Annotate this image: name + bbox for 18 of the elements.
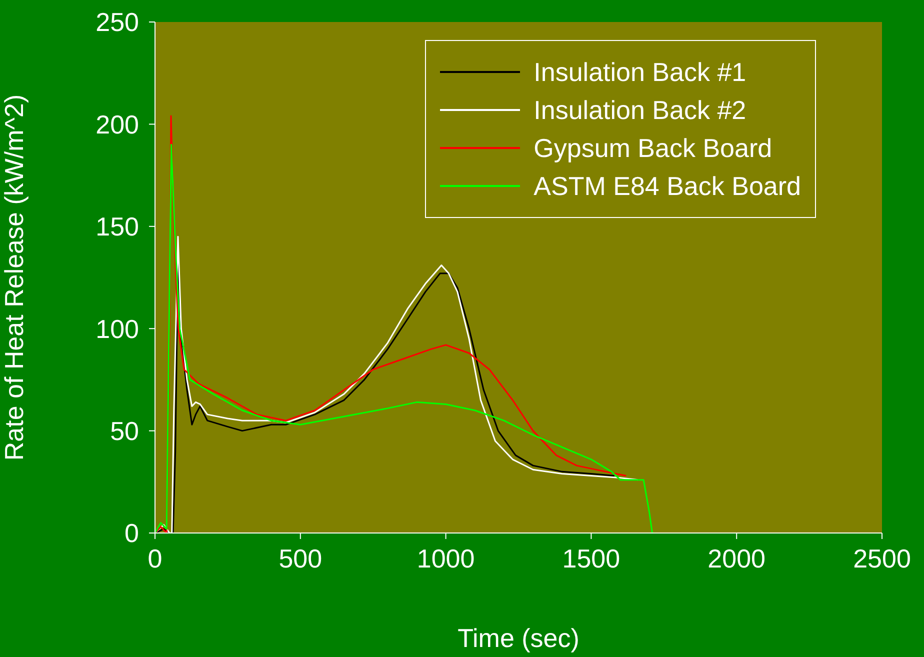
- x-tick-label: 2500: [853, 543, 911, 574]
- y-axis-title: Rate of Heat Release (kW/m^2): [0, 94, 30, 461]
- x-axis-title: Time (sec): [458, 623, 580, 653]
- x-tick-label: 1500: [562, 543, 620, 574]
- y-tick-label: 250: [96, 7, 139, 38]
- y-tick-label: 0: [124, 518, 139, 548]
- legend-label: Insulation Back #1: [534, 56, 746, 88]
- legend-label: Insulation Back #2: [534, 94, 746, 126]
- y-tick-label: 200: [96, 109, 139, 140]
- y-tick-label: 150: [96, 212, 139, 242]
- legend-label: Gypsum Back Board: [534, 132, 772, 164]
- x-tick-label: 1000: [416, 543, 475, 574]
- y-tick-label: 100: [96, 314, 139, 344]
- x-tick-label: 500: [278, 543, 322, 574]
- legend-label: ASTM E84 Back Board: [534, 170, 801, 202]
- x-tick-label: 2000: [708, 543, 766, 574]
- x-tick-label: 0: [148, 543, 162, 574]
- y-tick-label: 50: [110, 416, 139, 446]
